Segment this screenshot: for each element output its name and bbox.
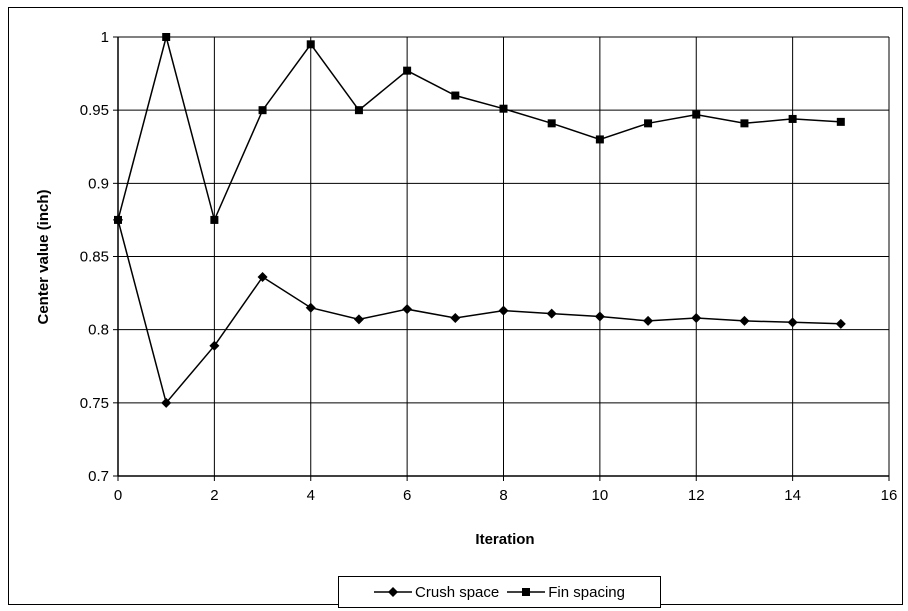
x-tick-label: 4 [307, 487, 315, 504]
data-point-fin-spacing [114, 215, 122, 224]
x-tick-label: 6 [403, 487, 411, 504]
data-point-fin-spacing [692, 110, 701, 119]
legend-item-crush-space: Crush space [374, 584, 499, 601]
x-tick-label: 16 [881, 487, 898, 504]
data-point-fin-spacing [306, 40, 315, 49]
data-point-fin-spacing [547, 119, 556, 128]
chart-frame [8, 7, 903, 605]
data-point-crush-space [209, 340, 220, 351]
y-tick-label: 0.7 [88, 468, 109, 485]
data-point-crush-space [353, 314, 364, 325]
x-tick-label: 10 [592, 487, 609, 504]
legend-label-crush-space: Crush space [415, 583, 500, 601]
data-point-crush-space [305, 302, 316, 313]
data-point-fin-spacing [644, 119, 653, 128]
data-point-crush-space [498, 305, 509, 316]
data-point-fin-spacing [403, 66, 412, 75]
y-tick-label: 1 [101, 29, 109, 46]
data-point-fin-spacing [451, 91, 460, 100]
x-axis-title: Iteration [475, 531, 534, 548]
series-lines [113, 33, 846, 408]
data-point-crush-space [691, 312, 702, 323]
data-point-fin-spacing [788, 114, 797, 123]
data-point-crush-space [643, 315, 654, 326]
x-tick-label: 8 [499, 487, 507, 504]
x-tick-label: 14 [784, 487, 801, 504]
data-point-crush-space [594, 311, 605, 322]
legend-label-fin-spacing: Fin spacing [548, 583, 625, 601]
data-point-fin-spacing [740, 119, 749, 128]
y-tick-labels: 0.7 0.75 0.8 0.85 0.9 0.95 1 [80, 29, 109, 485]
y-tick-label: 0.85 [80, 249, 109, 266]
data-point-crush-space [739, 315, 750, 326]
y-tick-label: 0.75 [80, 395, 109, 412]
x-tick-label: 0 [114, 487, 122, 504]
y-tick-label: 0.8 [88, 322, 109, 339]
data-point-fin-spacing [162, 33, 171, 41]
series-line-fin-spacing [117, 34, 841, 223]
diamond-marker-icon [374, 587, 413, 597]
square-marker-icon [507, 588, 546, 596]
data-point-crush-space [450, 312, 461, 323]
axes [113, 36, 890, 481]
legend-item-fin-spacing: Fin spacing [507, 584, 625, 601]
data-point-crush-space [835, 318, 846, 329]
x-tick-label: 2 [210, 487, 218, 504]
data-point-fin-spacing [354, 106, 363, 115]
grid [118, 36, 890, 476]
x-tick-label: 12 [688, 487, 705, 504]
y-tick-label: 0.95 [80, 102, 109, 119]
data-point-crush-space [546, 308, 557, 319]
data-point-fin-spacing [836, 117, 845, 126]
series-fin-spacing [114, 33, 845, 224]
data-point-fin-spacing [210, 215, 219, 224]
legend: Crush space Fin spacing [338, 576, 661, 608]
series-line-crush-space [117, 219, 841, 405]
y-axis-title: Center value (inch) [35, 189, 52, 324]
data-point-crush-space [787, 317, 798, 328]
y-tick-label: 0.9 [88, 175, 109, 192]
x-tick-labels: 0 2 4 6 8 10 12 14 16 [114, 487, 898, 504]
data-point-fin-spacing [499, 104, 508, 113]
data-point-crush-space [257, 271, 268, 282]
series-crush-space [113, 214, 846, 408]
data-point-crush-space [402, 304, 413, 315]
data-point-fin-spacing [595, 135, 604, 144]
data-point-crush-space [161, 397, 172, 408]
data-point-fin-spacing [258, 106, 267, 115]
